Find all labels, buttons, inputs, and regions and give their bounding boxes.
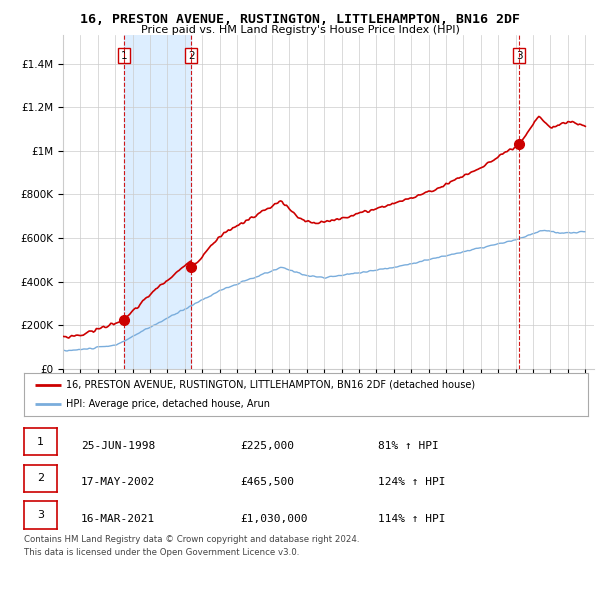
Text: 16, PRESTON AVENUE, RUSTINGTON, LITTLEHAMPTON, BN16 2DF: 16, PRESTON AVENUE, RUSTINGTON, LITTLEHA… (80, 13, 520, 26)
Text: 114% ↑ HPI: 114% ↑ HPI (378, 514, 445, 524)
Text: 1: 1 (121, 51, 127, 61)
Text: 81% ↑ HPI: 81% ↑ HPI (378, 441, 439, 451)
Text: 16, PRESTON AVENUE, RUSTINGTON, LITTLEHAMPTON, BN16 2DF (detached house): 16, PRESTON AVENUE, RUSTINGTON, LITTLEHA… (66, 380, 475, 390)
Text: 3: 3 (37, 510, 44, 520)
Text: Price paid vs. HM Land Registry's House Price Index (HPI): Price paid vs. HM Land Registry's House … (140, 25, 460, 35)
Text: 16-MAR-2021: 16-MAR-2021 (81, 514, 155, 524)
Text: 17-MAY-2002: 17-MAY-2002 (81, 477, 155, 487)
Text: Contains HM Land Registry data © Crown copyright and database right 2024.: Contains HM Land Registry data © Crown c… (24, 535, 359, 543)
Text: 2: 2 (188, 51, 194, 61)
Text: 1: 1 (37, 437, 44, 447)
Text: £225,000: £225,000 (240, 441, 294, 451)
Bar (124, 35, 191, 369)
Text: HPI: Average price, detached house, Arun: HPI: Average price, detached house, Arun (66, 399, 271, 409)
Text: 25-JUN-1998: 25-JUN-1998 (81, 441, 155, 451)
Text: £1,030,000: £1,030,000 (240, 514, 308, 524)
Text: 124% ↑ HPI: 124% ↑ HPI (378, 477, 445, 487)
Text: 3: 3 (516, 51, 523, 61)
Text: This data is licensed under the Open Government Licence v3.0.: This data is licensed under the Open Gov… (24, 548, 299, 556)
Text: 2: 2 (37, 473, 44, 483)
Text: £465,500: £465,500 (240, 477, 294, 487)
